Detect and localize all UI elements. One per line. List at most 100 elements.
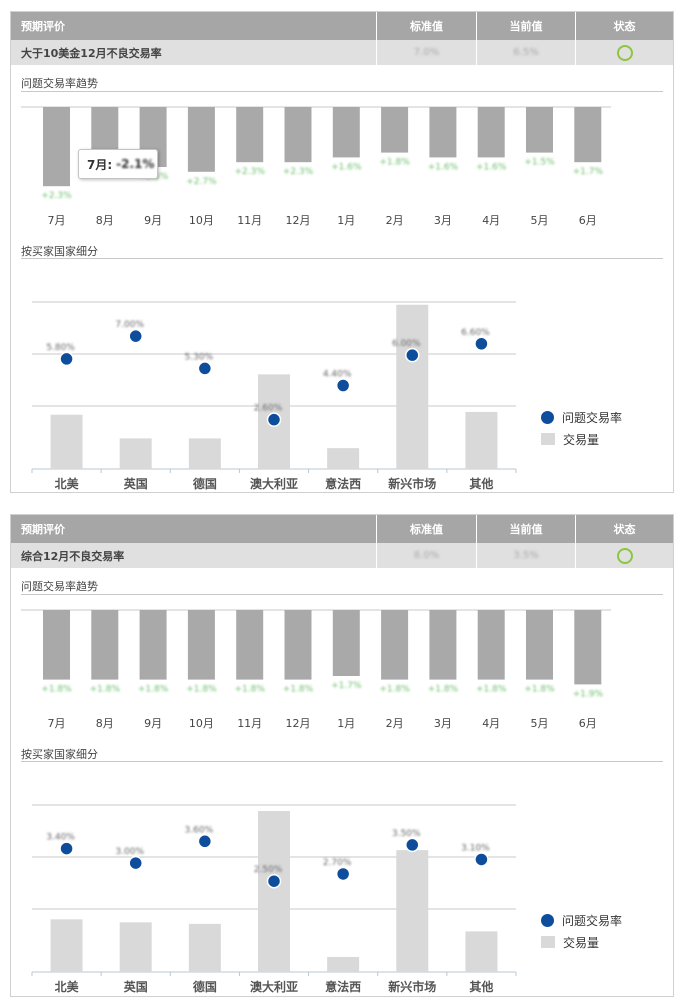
trend-bar[interactable] bbox=[574, 107, 602, 163]
country-label: 北美 bbox=[55, 476, 80, 491]
trend-bar[interactable] bbox=[526, 610, 553, 680]
table-header: 预期评价 标准值 当前值 状态 bbox=[11, 515, 673, 543]
rate-dot[interactable] bbox=[197, 834, 213, 849]
volume-bar[interactable] bbox=[119, 922, 152, 972]
rate-value-label: 6.60% bbox=[461, 328, 490, 338]
trend-bar[interactable] bbox=[43, 610, 70, 680]
volume-square-icon bbox=[541, 433, 555, 445]
header-metric: 预期评价 bbox=[21, 523, 65, 536]
trend-value-label: +1.7% bbox=[573, 167, 604, 177]
rate-dot[interactable] bbox=[59, 351, 74, 367]
legend: 问题交易率 交易量 bbox=[541, 909, 622, 953]
rate-dot[interactable] bbox=[266, 412, 282, 427]
trend-divider bbox=[21, 594, 663, 595]
trend-bar[interactable] bbox=[526, 107, 553, 153]
volume-bar[interactable] bbox=[188, 923, 221, 972]
trend-value-label: +1.6% bbox=[331, 162, 362, 172]
trend-bar[interactable] bbox=[574, 610, 602, 685]
volume-bar[interactable] bbox=[50, 414, 83, 469]
trend-bar[interactable] bbox=[91, 107, 119, 158]
volume-bar[interactable] bbox=[119, 438, 152, 469]
trend-bar[interactable] bbox=[381, 107, 409, 153]
volume-bar[interactable] bbox=[327, 448, 360, 469]
rate-value-label: 3.50% bbox=[392, 829, 421, 839]
trend-bar[interactable] bbox=[284, 610, 312, 680]
trend-divider bbox=[21, 91, 663, 92]
volume-bar[interactable] bbox=[396, 850, 429, 972]
trend-value-label: +1.8% bbox=[283, 685, 314, 695]
header-metric: 预期评价 bbox=[21, 20, 65, 33]
trend-bar[interactable] bbox=[236, 610, 264, 680]
rate-dot[interactable] bbox=[335, 866, 351, 882]
volume-bar[interactable] bbox=[258, 811, 290, 972]
trend-bar[interactable] bbox=[139, 610, 167, 680]
trend-value-label: +1.8% bbox=[186, 685, 217, 695]
rate-dot[interactable] bbox=[266, 873, 282, 889]
chart-tooltip: 7月: -2.1% bbox=[78, 149, 158, 179]
trend-bar[interactable] bbox=[187, 107, 215, 172]
trend-bar[interactable] bbox=[236, 107, 264, 163]
trend-value-label: +2.3% bbox=[283, 167, 314, 177]
legend: 问题交易率 交易量 bbox=[541, 406, 622, 450]
trend-month-label: 11月 bbox=[237, 717, 262, 730]
volume-bar[interactable] bbox=[465, 411, 498, 469]
trend-bar[interactable] bbox=[429, 610, 457, 680]
trend-value-label: +1.8% bbox=[428, 685, 459, 695]
trend-month-label: 3月 bbox=[434, 717, 452, 730]
breakdown-chart: 3.40% 北美 3.00% 英国 3.60% 德国 2.50% 澳大利亚 2.70% 意法西 3.… bbox=[31, 804, 517, 994]
volume-bar[interactable] bbox=[50, 919, 83, 972]
country-label: 其他 bbox=[469, 979, 493, 994]
rate-value-label: 2.70% bbox=[323, 858, 352, 868]
rate-dot[interactable] bbox=[59, 841, 74, 856]
volume-bar[interactable] bbox=[327, 956, 360, 972]
legend-volume[interactable]: 交易量 bbox=[541, 428, 622, 450]
rate-value-label: 4.40% bbox=[323, 370, 352, 380]
rate-dot[interactable] bbox=[128, 328, 143, 344]
trend-month-label: 12月 bbox=[286, 717, 311, 730]
trend-bar[interactable] bbox=[429, 107, 457, 158]
header-status: 状态 bbox=[575, 515, 673, 543]
metric-panel-1: 预期评价 标准值 当前值 状态 大于10美金12月不良交易率 7.0% 6.5%… bbox=[10, 11, 674, 493]
volume-bar[interactable] bbox=[188, 438, 221, 469]
country-label: 英国 bbox=[124, 476, 148, 491]
rate-dot[interactable] bbox=[128, 855, 143, 871]
trend-bar[interactable] bbox=[477, 610, 505, 680]
header-standard: 标准值 bbox=[376, 515, 476, 543]
rate-dot-icon bbox=[541, 913, 554, 927]
trend-month-label: 9月 bbox=[144, 214, 162, 227]
rate-dot[interactable] bbox=[405, 347, 420, 363]
metric-name: 综合12月不良交易率 bbox=[21, 549, 125, 563]
volume-bar[interactable] bbox=[396, 304, 429, 469]
volume-bar[interactable] bbox=[465, 931, 498, 972]
rate-dot[interactable] bbox=[405, 837, 420, 853]
table-header: 预期评价 标准值 当前值 状态 bbox=[11, 12, 673, 40]
trend-bar[interactable] bbox=[381, 610, 409, 680]
legend-volume[interactable]: 交易量 bbox=[541, 931, 622, 953]
rate-dot[interactable] bbox=[335, 378, 351, 393]
rate-value-label: 2.50% bbox=[254, 865, 283, 875]
legend-rate[interactable]: 问题交易率 bbox=[541, 909, 622, 931]
trend-bar[interactable] bbox=[477, 107, 505, 158]
volume-square-icon bbox=[541, 936, 555, 948]
standard-value: 7.0% bbox=[413, 47, 440, 58]
trend-value-label: +1.7% bbox=[331, 681, 362, 691]
legend-rate[interactable]: 问题交易率 bbox=[541, 406, 622, 428]
trend-bar[interactable] bbox=[332, 610, 360, 676]
rate-value-label: 3.00% bbox=[115, 847, 144, 857]
country-label: 英国 bbox=[124, 979, 148, 994]
rate-dot[interactable] bbox=[474, 852, 489, 867]
trend-bar[interactable] bbox=[91, 610, 119, 680]
breakdown-title: 按买家国家细分 bbox=[21, 245, 98, 258]
rate-dot[interactable] bbox=[474, 336, 489, 351]
trend-bar[interactable] bbox=[43, 107, 70, 187]
country-label: 德国 bbox=[193, 476, 217, 491]
trend-bar[interactable] bbox=[332, 107, 360, 158]
rate-dot[interactable] bbox=[197, 361, 213, 376]
trend-month-label: 11月 bbox=[237, 214, 262, 227]
trend-month-label: 12月 bbox=[286, 214, 311, 227]
rate-value-label: 5.30% bbox=[185, 352, 214, 362]
trend-bar[interactable] bbox=[284, 107, 312, 163]
trend-bar[interactable] bbox=[187, 610, 215, 680]
trend-month-label: 7月 bbox=[48, 214, 66, 227]
trend-month-label: 4月 bbox=[482, 214, 500, 227]
